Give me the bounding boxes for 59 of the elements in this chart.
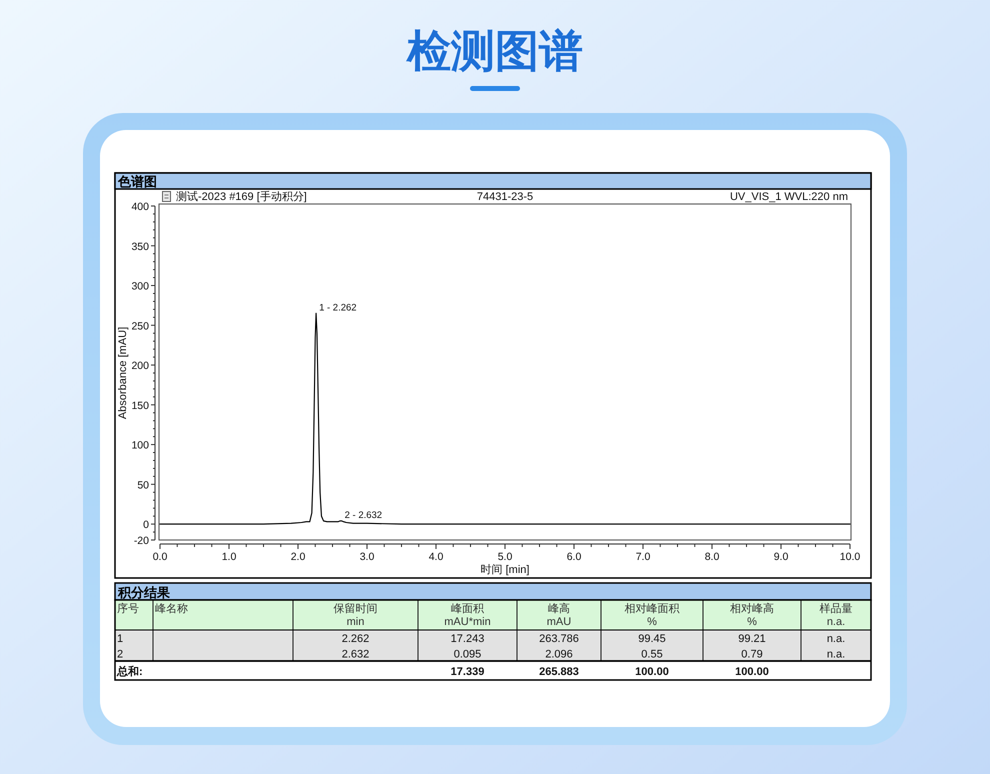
text: 0.095 xyxy=(454,648,482,660)
category-label: 峰名称 xyxy=(155,603,188,615)
text: 17.339 xyxy=(450,666,484,678)
text: 积分结果 xyxy=(117,585,171,600)
text: n.a. xyxy=(826,633,846,645)
text: 2 xyxy=(117,648,124,660)
text: 0.79 xyxy=(741,648,763,660)
text: 0.55 xyxy=(641,648,663,660)
line-series xyxy=(159,312,851,525)
text: 100.00 xyxy=(635,666,669,678)
x-tick-label: 3.0 xyxy=(360,551,374,563)
x-tick-label: 10.0 xyxy=(840,551,860,563)
text: UV_VIS_1 WVL:220 nm xyxy=(730,191,848,203)
text: 74431-23-5 xyxy=(476,191,534,203)
x-tick-label: 9.0 xyxy=(774,551,788,563)
y-axis-title: Absorbance [mAU] xyxy=(117,326,129,420)
x-tick-label: 0.0 xyxy=(152,551,168,563)
y-tick-label: 350 xyxy=(131,240,150,253)
text: 2.632 xyxy=(342,648,370,660)
text: 263.786 xyxy=(539,633,579,645)
y-tick-label: 250 xyxy=(131,320,150,332)
x-tick-label: 2.0 xyxy=(290,551,306,563)
text: 1 xyxy=(117,633,124,645)
x-tick-label: 7.0 xyxy=(636,551,650,563)
chart-subtitle: 色谱图 xyxy=(117,174,157,189)
category-label: 相对峰高 % xyxy=(730,602,774,628)
text: 99.45 xyxy=(638,633,666,645)
x-tick-label: 4.0 xyxy=(428,551,444,563)
text: 总和: xyxy=(117,666,143,678)
category-label: 保留时间 min xyxy=(334,602,378,628)
text: 2.262 xyxy=(342,633,370,645)
text: n.a. xyxy=(826,648,846,660)
y-tick-label: 100 xyxy=(131,440,150,452)
text: 99.21 xyxy=(738,633,766,645)
x-axis-title: 时间 [min] xyxy=(480,563,530,576)
text: 2.096 xyxy=(545,648,573,660)
y-tick-label: 150 xyxy=(131,400,150,412)
y-tick-label: -20 xyxy=(134,535,150,547)
chart-title: 检测图谱 xyxy=(405,27,583,76)
y-tick-label: 50 xyxy=(137,479,150,492)
y-tick-label: 300 xyxy=(131,280,150,293)
y-tick-label: 200 xyxy=(131,360,150,372)
x-tick-label: 6.0 xyxy=(566,551,582,563)
category-label: 峰高 mAU xyxy=(546,602,572,628)
text: 测试-2023 #169 [手动积分] xyxy=(176,190,307,203)
category-label: 相对峰面积 % xyxy=(624,602,680,628)
x-tick-label: 8.0 xyxy=(704,551,720,563)
y-tick-label: 400 xyxy=(131,201,150,213)
y-tick-label: 0 xyxy=(143,519,150,532)
category-label: 峰面积 mAU*min xyxy=(444,603,491,628)
text: 265.883 xyxy=(539,666,579,678)
x-tick-label: 5.0 xyxy=(498,551,512,563)
category-label: 序号 xyxy=(117,602,139,615)
annotation: 1 - 2.262 xyxy=(319,302,357,314)
text: 17.243 xyxy=(450,633,484,645)
text: 100.00 xyxy=(735,666,769,678)
category-label: 样品量 n.a. xyxy=(820,603,852,628)
annotation: 2 - 2.632 xyxy=(344,510,382,521)
x-tick-label: 1.0 xyxy=(222,551,236,563)
